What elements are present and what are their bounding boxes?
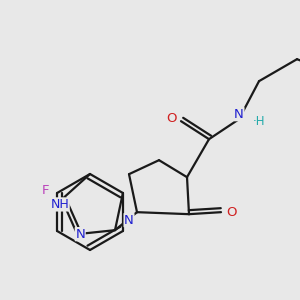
Text: F: F <box>41 184 49 197</box>
Text: ·H: ·H <box>253 115 266 128</box>
Text: NH: NH <box>50 198 69 211</box>
Text: N: N <box>124 214 134 227</box>
Text: O: O <box>226 206 236 219</box>
Text: N: N <box>75 228 85 241</box>
Text: N: N <box>234 108 244 121</box>
Text: O: O <box>166 112 176 125</box>
